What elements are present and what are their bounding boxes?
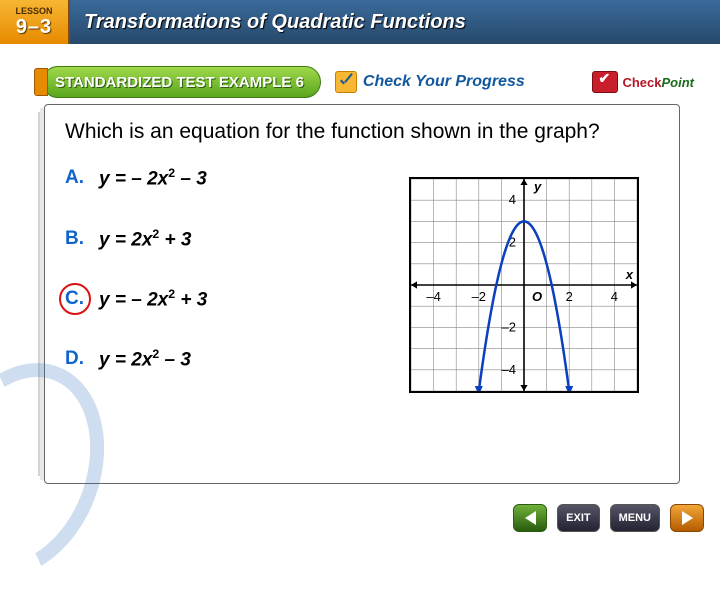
check-progress-label: Check Your Progress [363,73,525,91]
lesson-title: Transformations of Quadratic Functions [84,11,466,34]
svg-text:y: y [533,179,542,194]
graph: –4–224–4–224yxO [409,177,639,393]
checkpoint-icon [592,71,618,93]
checkpoint-badge: CheckPoint [592,71,694,93]
example-pill-label: STANDARDIZED TEST EXAMPLE 6 [55,74,304,91]
choice-equation: y = – 2x2 + 3 [99,287,207,311]
lesson-number: 9–3 [16,16,52,39]
checkmark-icon [335,71,357,93]
next-button[interactable] [670,504,704,532]
graph-svg: –4–224–4–224yxO [411,179,637,391]
choice-letter: D. [65,348,89,370]
choice-equation: y = 2x2 – 3 [99,347,191,371]
choice-letter: A. [65,167,89,189]
svg-text:O: O [532,289,542,304]
choice-equation: y = – 2x2 – 3 [99,166,207,190]
lesson-tab-label: LESSON [15,6,52,16]
svg-text:–2: –2 [502,319,516,334]
choice-equation: y = 2x2 + 3 [99,227,192,251]
prev-button[interactable] [513,504,547,532]
example-tab-accent [34,68,48,96]
choice-letter: C. [65,288,89,310]
svg-text:–2: –2 [472,289,486,304]
menu-label: MENU [619,512,651,524]
svg-text:4: 4 [509,192,516,207]
exit-label: EXIT [566,512,590,524]
checkpoint-green: Point [662,75,695,90]
svg-text:x: x [625,267,634,282]
check-progress: Check Your Progress [335,71,525,93]
checkpoint-label: CheckPoint [622,75,694,90]
svg-text:2: 2 [566,289,573,304]
arrow-left-icon [525,511,536,525]
menu-button[interactable]: MENU [610,504,660,532]
content-card: Which is an equation for the function sh… [44,104,680,484]
svg-text:–4: –4 [426,289,440,304]
lesson-banner: LESSON 9–3 Transformations of Quadratic … [0,0,720,44]
example-pill: STANDARDIZED TEST EXAMPLE 6 [42,66,321,98]
bottom-nav: EXIT MENU [513,504,704,532]
svg-text:–4: –4 [502,362,516,377]
exit-button[interactable]: EXIT [557,504,599,532]
svg-text:4: 4 [611,289,618,304]
arrow-right-icon [682,511,693,525]
choice-letter: B. [65,228,89,250]
question-text: Which is an equation for the function sh… [65,119,659,144]
lesson-tab: LESSON 9–3 [0,0,70,44]
checkpoint-red: Check [622,75,661,90]
example-bar: STANDARDIZED TEST EXAMPLE 6 Check Your P… [34,64,694,100]
